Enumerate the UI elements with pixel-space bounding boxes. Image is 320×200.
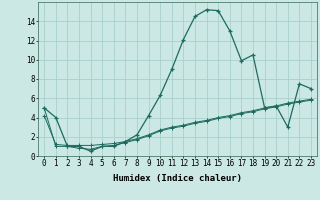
X-axis label: Humidex (Indice chaleur): Humidex (Indice chaleur) xyxy=(113,174,242,183)
